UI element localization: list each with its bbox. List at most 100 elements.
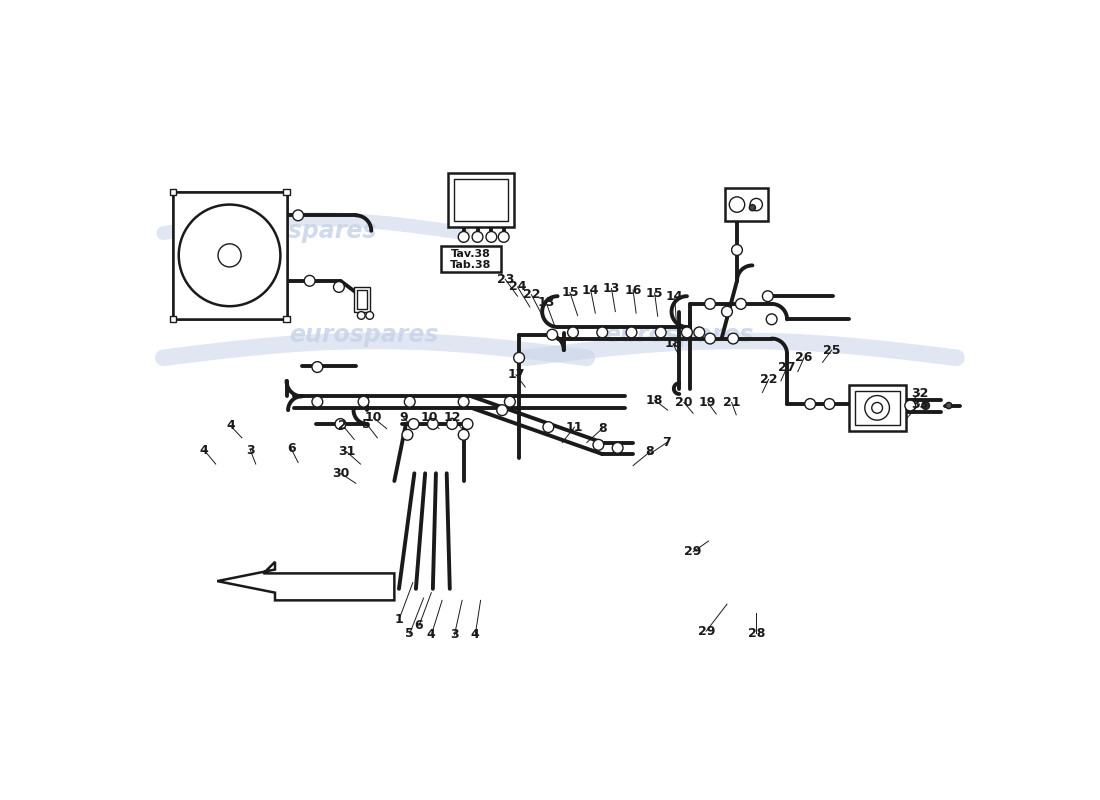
Circle shape — [336, 418, 345, 430]
Text: 4: 4 — [226, 419, 234, 432]
Text: eurospares: eurospares — [605, 322, 754, 346]
Text: 8: 8 — [598, 422, 606, 435]
Circle shape — [705, 333, 715, 344]
Circle shape — [333, 282, 344, 292]
Circle shape — [428, 418, 438, 430]
Circle shape — [403, 430, 412, 440]
Circle shape — [486, 231, 497, 242]
Bar — [358, 290, 366, 309]
Circle shape — [358, 312, 365, 319]
Bar — [454, 179, 507, 221]
Circle shape — [732, 245, 742, 255]
Circle shape — [626, 327, 637, 338]
Circle shape — [705, 298, 715, 310]
Circle shape — [498, 231, 509, 242]
Circle shape — [472, 231, 483, 242]
Text: 17: 17 — [507, 368, 525, 382]
Circle shape — [547, 330, 558, 340]
Text: 27: 27 — [779, 361, 795, 374]
Circle shape — [293, 210, 304, 221]
Circle shape — [305, 275, 315, 286]
Circle shape — [447, 418, 458, 430]
Text: 32: 32 — [911, 386, 928, 400]
Circle shape — [922, 402, 930, 410]
Text: 9: 9 — [399, 411, 408, 424]
Circle shape — [593, 439, 604, 450]
Circle shape — [905, 400, 915, 411]
Circle shape — [312, 396, 322, 407]
Circle shape — [824, 398, 835, 410]
Text: 5: 5 — [406, 627, 414, 640]
Circle shape — [497, 405, 507, 415]
Text: 16: 16 — [625, 283, 641, 297]
Text: 28: 28 — [748, 627, 764, 640]
Circle shape — [543, 422, 553, 433]
Text: 15: 15 — [561, 286, 579, 299]
Circle shape — [946, 402, 952, 409]
Text: 22: 22 — [760, 373, 778, 386]
Polygon shape — [218, 562, 395, 600]
Text: 22: 22 — [522, 288, 540, 301]
Circle shape — [729, 197, 745, 212]
Text: eurospares: eurospares — [289, 322, 438, 346]
Circle shape — [218, 244, 241, 267]
Bar — [284, 316, 289, 322]
Bar — [173, 192, 286, 319]
Bar — [354, 287, 370, 312]
Text: 2: 2 — [339, 419, 348, 432]
Circle shape — [459, 396, 469, 407]
Circle shape — [514, 353, 525, 363]
Text: Tab.38: Tab.38 — [450, 260, 492, 270]
Circle shape — [865, 395, 890, 420]
Text: 1: 1 — [395, 613, 404, 626]
Text: 10: 10 — [365, 411, 383, 424]
Text: 7: 7 — [662, 436, 671, 449]
Circle shape — [359, 396, 369, 407]
Text: 24: 24 — [509, 281, 526, 294]
Text: 33: 33 — [911, 398, 928, 410]
Text: 15: 15 — [646, 286, 663, 300]
Text: 14: 14 — [666, 290, 683, 302]
Text: Tav.38: Tav.38 — [451, 249, 491, 259]
Text: 19: 19 — [700, 396, 716, 409]
Circle shape — [408, 418, 419, 430]
Bar — [440, 246, 500, 272]
Bar — [726, 188, 768, 221]
Circle shape — [312, 362, 322, 373]
Text: 12: 12 — [443, 411, 461, 424]
Text: 20: 20 — [675, 396, 693, 409]
Circle shape — [736, 298, 746, 310]
Bar — [855, 391, 900, 425]
Circle shape — [178, 205, 280, 306]
Text: 23: 23 — [496, 273, 514, 286]
Bar — [449, 173, 514, 227]
Text: 6: 6 — [415, 619, 424, 632]
Circle shape — [597, 327, 607, 338]
Circle shape — [749, 205, 756, 210]
Circle shape — [505, 396, 515, 407]
Text: 14: 14 — [582, 283, 600, 297]
Text: 21: 21 — [723, 396, 740, 409]
Circle shape — [462, 418, 473, 430]
Text: 5: 5 — [362, 418, 371, 430]
Bar — [284, 189, 289, 195]
Text: 8: 8 — [646, 446, 654, 458]
Circle shape — [405, 396, 415, 407]
Text: 6: 6 — [287, 442, 296, 455]
Text: 25: 25 — [823, 344, 840, 357]
Circle shape — [750, 198, 762, 210]
Text: 3: 3 — [246, 444, 255, 457]
Text: 31: 31 — [338, 446, 355, 458]
Circle shape — [767, 314, 777, 325]
Circle shape — [613, 442, 623, 454]
Bar — [169, 316, 176, 322]
Text: 3: 3 — [450, 629, 459, 642]
Circle shape — [871, 402, 882, 414]
Text: 4: 4 — [427, 629, 436, 642]
Text: 13: 13 — [538, 296, 554, 309]
Circle shape — [805, 398, 815, 410]
Text: eurospares: eurospares — [228, 218, 376, 242]
Circle shape — [568, 327, 579, 338]
Text: 18: 18 — [646, 394, 663, 406]
Circle shape — [694, 327, 705, 338]
